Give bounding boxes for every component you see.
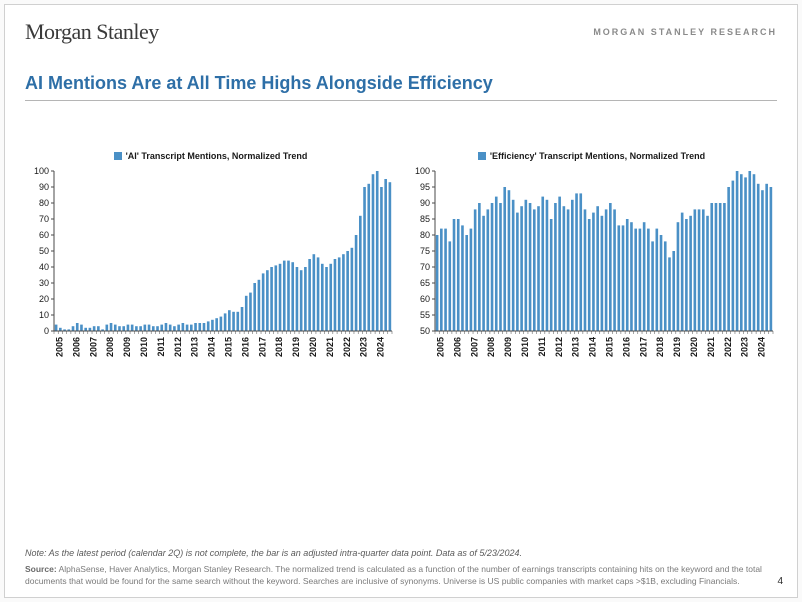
svg-text:65: 65 <box>419 278 429 288</box>
title-block: AI Mentions Are at All Time Highs Alongs… <box>5 53 797 101</box>
svg-text:2017: 2017 <box>257 337 267 357</box>
source-body: AlphaSense, Haver Analytics, Morgan Stan… <box>25 564 762 585</box>
svg-text:70: 70 <box>419 262 429 272</box>
svg-text:80: 80 <box>419 230 429 240</box>
svg-text:2006: 2006 <box>452 337 462 357</box>
page-footer: Note: As the latest period (calendar 2Q)… <box>5 538 797 597</box>
svg-text:95: 95 <box>419 182 429 192</box>
page: Morgan Stanley MORGAN STANLEY RESEARCH A… <box>4 4 798 598</box>
chart-right-legend: 'Efficiency' Transcript Mentions, Normal… <box>478 151 705 161</box>
svg-text:2011: 2011 <box>155 337 165 357</box>
svg-text:2017: 2017 <box>638 337 648 357</box>
svg-text:10: 10 <box>38 310 48 320</box>
svg-text:2009: 2009 <box>503 337 513 357</box>
svg-text:0: 0 <box>43 326 48 336</box>
svg-text:2016: 2016 <box>240 337 250 357</box>
svg-text:2008: 2008 <box>105 337 115 357</box>
svg-text:60: 60 <box>38 230 48 240</box>
svg-text:40: 40 <box>38 262 48 272</box>
svg-text:2022: 2022 <box>341 337 351 357</box>
svg-text:2018: 2018 <box>274 337 284 357</box>
svg-text:70: 70 <box>38 214 48 224</box>
legend-swatch-icon <box>478 152 486 160</box>
svg-text:2007: 2007 <box>469 337 479 357</box>
svg-text:2015: 2015 <box>604 337 614 357</box>
svg-text:50: 50 <box>419 326 429 336</box>
page-header: Morgan Stanley MORGAN STANLEY RESEARCH <box>5 5 797 53</box>
svg-text:2006: 2006 <box>71 337 81 357</box>
svg-text:2018: 2018 <box>655 337 665 357</box>
page-number: 4 <box>777 576 783 587</box>
svg-text:100: 100 <box>414 167 429 176</box>
svg-text:2005: 2005 <box>54 337 64 357</box>
svg-text:80: 80 <box>38 198 48 208</box>
svg-text:2024: 2024 <box>375 337 385 357</box>
chart-left-svg: 0 10 20 30 40 50 60 70 80 90 100 2005 2006 2007 2008 20… <box>26 167 396 367</box>
svg-text:55: 55 <box>419 310 429 320</box>
brand-logo-text: Morgan Stanley <box>25 19 159 45</box>
svg-text:2009: 2009 <box>122 337 132 357</box>
svg-text:90: 90 <box>38 182 48 192</box>
svg-text:2015: 2015 <box>223 337 233 357</box>
chart-left-legend: 'AI' Transcript Mentions, Normalized Tre… <box>114 151 308 161</box>
svg-text:20: 20 <box>38 294 48 304</box>
svg-text:2019: 2019 <box>291 337 301 357</box>
svg-text:2020: 2020 <box>688 337 698 357</box>
svg-text:60: 60 <box>419 294 429 304</box>
svg-text:2008: 2008 <box>486 337 496 357</box>
svg-text:2012: 2012 <box>553 337 563 357</box>
svg-text:2013: 2013 <box>189 337 199 357</box>
svg-text:2011: 2011 <box>536 337 546 357</box>
svg-text:2012: 2012 <box>172 337 182 357</box>
research-label: MORGAN STANLEY RESEARCH <box>593 27 777 37</box>
charts-row: 'AI' Transcript Mentions, Normalized Tre… <box>5 101 797 367</box>
svg-text:2023: 2023 <box>358 337 368 357</box>
svg-text:2010: 2010 <box>138 337 148 357</box>
svg-text:90: 90 <box>419 198 429 208</box>
svg-text:2010: 2010 <box>519 337 529 357</box>
svg-text:85: 85 <box>419 214 429 224</box>
svg-text:2014: 2014 <box>587 337 597 357</box>
chart-left: 'AI' Transcript Mentions, Normalized Tre… <box>25 151 396 367</box>
svg-text:2021: 2021 <box>705 337 715 357</box>
svg-text:50: 50 <box>38 246 48 256</box>
svg-text:2014: 2014 <box>206 337 216 357</box>
svg-text:2024: 2024 <box>756 337 766 357</box>
source-text: Source: AlphaSense, Haver Analytics, Mor… <box>25 564 777 587</box>
svg-text:2023: 2023 <box>739 337 749 357</box>
svg-text:2021: 2021 <box>324 337 334 357</box>
svg-text:75: 75 <box>419 246 429 256</box>
svg-text:2020: 2020 <box>307 337 317 357</box>
chart-right-legend-text: 'Efficiency' Transcript Mentions, Normal… <box>490 151 705 161</box>
svg-text:2013: 2013 <box>570 337 580 357</box>
svg-text:30: 30 <box>38 278 48 288</box>
legend-swatch-icon <box>114 152 122 160</box>
svg-text:2007: 2007 <box>88 337 98 357</box>
source-label: Source: <box>25 564 57 574</box>
page-title: AI Mentions Are at All Time Highs Alongs… <box>25 73 777 100</box>
chart-right-svg: 50 55 60 65 70 75 80 85 90 95 100 2005 2006 2007 2008 2… <box>407 167 777 367</box>
svg-text:2005: 2005 <box>435 337 445 357</box>
svg-text:2022: 2022 <box>722 337 732 357</box>
chart-right: 'Efficiency' Transcript Mentions, Normal… <box>406 151 777 367</box>
svg-text:100: 100 <box>33 167 48 176</box>
svg-text:2019: 2019 <box>672 337 682 357</box>
chart-left-legend-text: 'AI' Transcript Mentions, Normalized Tre… <box>126 151 308 161</box>
footnote: Note: As the latest period (calendar 2Q)… <box>25 548 777 558</box>
svg-text:2016: 2016 <box>621 337 631 357</box>
